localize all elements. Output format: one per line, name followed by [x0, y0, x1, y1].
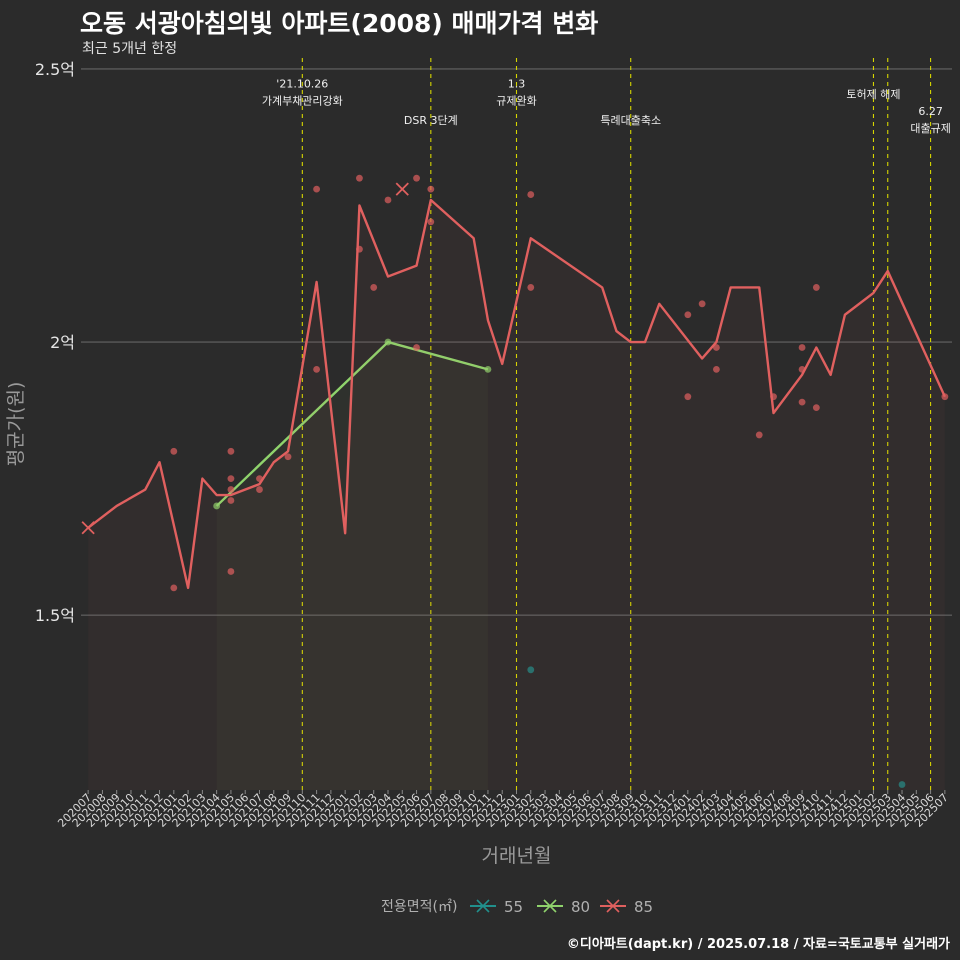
legend-label: 55	[504, 898, 523, 916]
data-point-85	[384, 196, 392, 204]
data-point-85	[798, 365, 806, 373]
data-point-85	[356, 245, 363, 253]
data-point-85	[256, 475, 263, 483]
y-tick-label: 2.5억	[35, 60, 75, 79]
source-caption: ©디아파트(dapt.kr) / 2025.07.18 / 자료=국토교통부 실…	[566, 937, 950, 952]
data-point-85	[427, 218, 435, 226]
data-point-85	[227, 475, 235, 483]
data-point-85	[370, 284, 378, 291]
data-point-85	[527, 284, 535, 291]
legend-label: 85	[634, 898, 653, 916]
data-point-55	[898, 781, 906, 788]
legend-key-cross	[606, 899, 620, 913]
data-point-85	[770, 393, 777, 401]
data-point-85	[227, 486, 235, 493]
legend-item-55: 55	[470, 898, 523, 916]
data-point-80	[213, 502, 221, 510]
data-point-85	[170, 447, 178, 455]
cross-marker-85	[395, 182, 409, 196]
legend-item-85: 85	[600, 898, 653, 916]
data-point-85	[798, 344, 806, 351]
data-point-85	[812, 404, 820, 412]
data-point-85	[170, 584, 178, 592]
legend-key-cross	[476, 899, 490, 913]
data-point-85	[313, 185, 320, 193]
data-point-85	[755, 431, 763, 439]
data-point-85	[356, 174, 363, 182]
data-point-85	[713, 365, 720, 373]
data-point-85	[413, 174, 420, 182]
data-point-55	[527, 666, 535, 674]
event-label: 6.27	[918, 105, 943, 118]
data-point-85	[227, 497, 235, 504]
data-point-85	[684, 393, 692, 401]
legend-item-80: 80	[537, 898, 590, 916]
y-tick-label: 1.5억	[35, 606, 75, 625]
data-point-85	[684, 311, 692, 319]
data-point-85	[227, 447, 235, 455]
chart-title: 오동 서광아침의빛 아파트(2008) 매매가격 변화	[80, 9, 599, 38]
chart-subtitle: 최근 5개년 한정	[82, 41, 178, 57]
data-point-85	[227, 568, 235, 575]
cross-marker-85	[81, 521, 95, 535]
data-point-85	[527, 191, 535, 198]
data-point-85	[713, 344, 720, 351]
event-label: 규제완화	[496, 94, 536, 107]
y-tick-label: 2억	[50, 333, 75, 352]
data-point-80	[384, 338, 392, 346]
event-label: 토허제 해제	[846, 87, 900, 101]
event-label: '21.10.26	[276, 77, 328, 90]
series-area-85	[88, 200, 945, 790]
data-point-80	[484, 365, 492, 373]
x-axis-title: 거래년월	[482, 845, 552, 867]
cross-stroke	[395, 182, 409, 196]
data-point-85	[284, 453, 292, 461]
data-point-85	[812, 284, 820, 291]
event-label: 대출규제	[910, 122, 950, 135]
data-point-85	[313, 365, 320, 373]
event-label: DSR 3단계	[404, 114, 458, 127]
data-point-85	[798, 398, 806, 406]
data-point-85	[413, 344, 420, 351]
legend-label: 80	[571, 898, 590, 916]
data-point-85	[256, 486, 263, 493]
y-axis-title: 평균가(원)	[5, 382, 27, 467]
legend-key-cross	[543, 899, 557, 913]
event-label: 1.3	[508, 77, 526, 90]
event-label: 가계부채관리강화	[262, 94, 343, 107]
series-line-85	[87, 198, 946, 590]
data-point-85	[941, 393, 949, 401]
event-label: 특례대출축소	[600, 114, 661, 127]
legend-title: 전용면적(㎡)	[381, 899, 457, 915]
cross-stroke	[81, 521, 95, 535]
data-point-85	[427, 185, 435, 193]
data-point-85	[698, 300, 706, 308]
